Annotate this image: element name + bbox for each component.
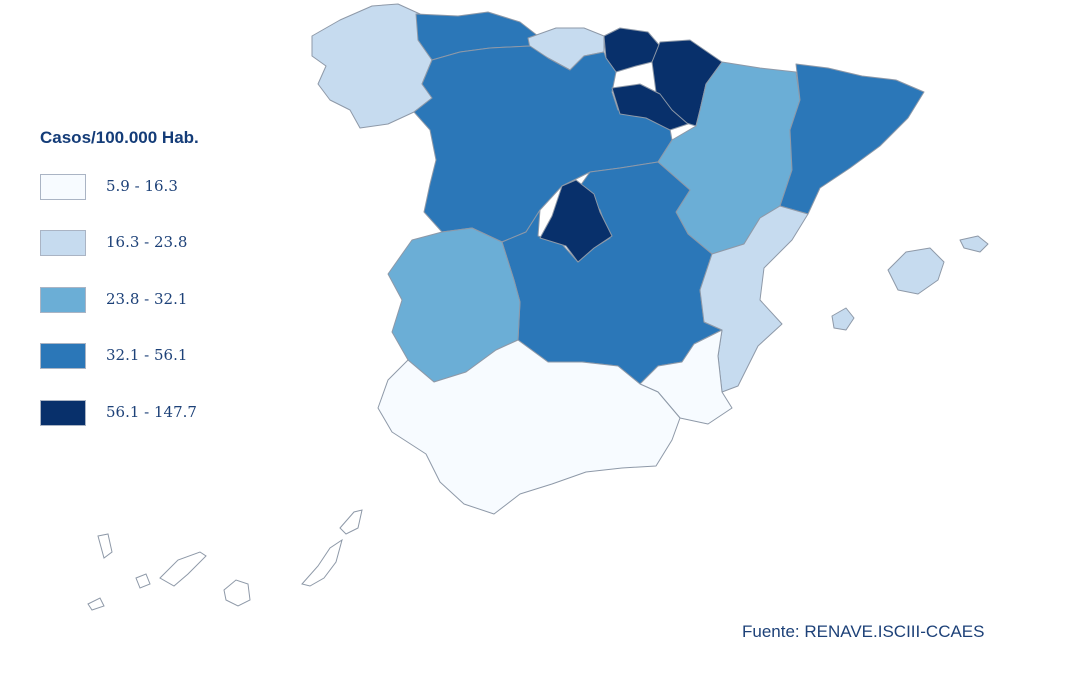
region-canarias-gran-canaria <box>223 579 251 607</box>
legend-swatch <box>40 400 86 426</box>
region-canarias-la-palma <box>97 533 113 559</box>
region-baleares-ibiza <box>831 307 855 331</box>
region-cataluna <box>779 63 925 215</box>
region-la-rioja <box>611 83 689 131</box>
legend-item: 56.1 - 147.7 <box>40 400 300 428</box>
region-baleares-menorca <box>959 235 989 253</box>
region-canarias-el-hierro <box>87 597 105 611</box>
legend-swatch <box>40 230 86 256</box>
legend-item: 16.3 - 23.8 <box>40 230 300 258</box>
region-canarias-la-gomera <box>135 573 151 589</box>
legend-label: 5.9 - 16.3 <box>106 177 178 195</box>
legend-label: 23.8 - 32.1 <box>106 290 188 308</box>
region-pais-vasco <box>603 27 661 73</box>
legend-swatch <box>40 287 86 313</box>
region-canarias-lanzarote <box>339 509 363 535</box>
region-andalucia <box>377 339 681 515</box>
region-baleares <box>887 247 945 295</box>
region-canarias-tenerife <box>159 551 207 587</box>
region-canarias-fuerteventura <box>301 538 343 587</box>
region-madrid <box>539 179 613 263</box>
legend-label: 32.1 - 56.1 <box>106 346 188 364</box>
legend-label: 56.1 - 147.7 <box>106 403 197 421</box>
legend-swatch <box>40 174 86 200</box>
legend-label: 16.3 - 23.8 <box>106 233 188 251</box>
legend-item: 23.8 - 32.1 <box>40 287 300 315</box>
region-galicia <box>311 3 433 129</box>
legend-item: 32.1 - 56.1 <box>40 343 300 371</box>
legend-swatch <box>40 343 86 369</box>
legend-title: Casos/100.000 Hab. <box>40 128 199 147</box>
source-note: Fuente: RENAVE.ISCIII-CCAES <box>742 622 985 641</box>
legend-item: 5.9 - 16.3 <box>40 174 300 202</box>
